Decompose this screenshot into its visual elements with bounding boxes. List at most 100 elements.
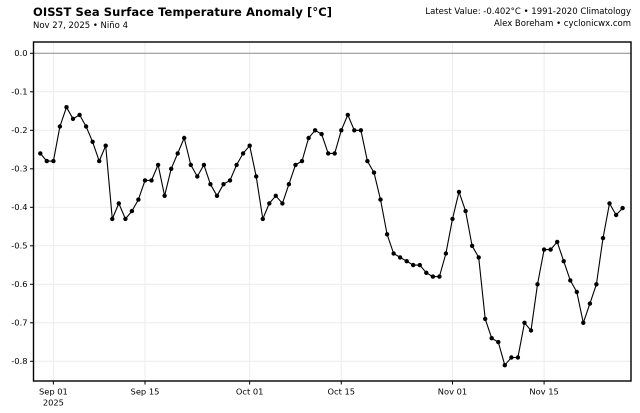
latest-value-annotation: Latest Value: -0.402°C • 1991-2020 Clima… — [425, 7, 631, 17]
data-point — [149, 178, 154, 183]
y-tick-label: 0.0 — [14, 48, 27, 58]
data-point — [443, 251, 449, 256]
anomaly-line — [39, 106, 624, 366]
data-point — [123, 216, 128, 222]
data-point — [574, 289, 579, 295]
x-tick-label: Oct 01 — [236, 387, 264, 397]
data-point — [397, 255, 403, 260]
data-point — [240, 151, 246, 156]
data-point — [332, 151, 337, 156]
data-point — [509, 355, 514, 360]
data-point — [411, 262, 416, 268]
data-point — [476, 255, 481, 260]
x-tick-label: Nov 01 — [438, 387, 467, 397]
data-point — [90, 139, 95, 144]
data-point — [175, 151, 180, 156]
gridlines — [33, 42, 631, 381]
data-point — [273, 193, 278, 198]
data-point — [528, 328, 534, 333]
data-point — [142, 178, 148, 183]
data-point — [515, 355, 521, 360]
data-point — [365, 158, 370, 164]
data-point — [227, 178, 233, 183]
data-point — [620, 205, 625, 211]
data-point — [267, 201, 272, 206]
data-point — [424, 270, 429, 275]
data-point — [44, 158, 49, 164]
chart-title: OISST Sea Surface Temperature Anomaly [°… — [33, 5, 333, 19]
data-point — [169, 166, 174, 171]
data-point — [391, 251, 396, 256]
data-point — [548, 247, 553, 252]
data-point — [221, 182, 226, 187]
data-point — [260, 216, 265, 222]
y-tick-label: -0.7 — [11, 318, 27, 328]
data-point — [502, 363, 507, 368]
data-point — [384, 232, 390, 237]
data-point — [188, 162, 193, 168]
data-point — [234, 162, 239, 168]
y-tick-label: -0.8 — [11, 356, 27, 366]
data-point — [116, 201, 122, 206]
data-point — [613, 212, 619, 218]
data-series — [38, 105, 625, 368]
data-point — [555, 239, 560, 245]
data-point — [247, 143, 252, 148]
data-point — [535, 282, 540, 287]
data-point — [358, 128, 364, 133]
data-point — [326, 151, 331, 156]
data-point — [312, 128, 318, 133]
data-point — [306, 135, 311, 141]
data-point — [254, 174, 259, 179]
y-tick-label: -0.2 — [11, 125, 27, 135]
data-point — [51, 158, 56, 164]
data-point — [607, 201, 612, 206]
data-point — [83, 124, 89, 129]
data-point — [352, 128, 357, 133]
data-point — [587, 301, 593, 306]
axes — [30, 41, 632, 385]
data-point — [483, 316, 488, 322]
chart-subtitle: Nov 27, 2025 • Niño 4 — [33, 21, 128, 31]
data-point — [280, 201, 285, 206]
data-point — [136, 197, 141, 202]
data-point — [437, 274, 442, 279]
data-point — [208, 182, 213, 187]
y-tick-label: -0.6 — [11, 279, 27, 289]
data-point — [522, 320, 527, 325]
data-point — [371, 170, 377, 175]
data-point — [568, 278, 573, 283]
data-point — [162, 193, 167, 198]
plot-border — [32, 41, 632, 382]
data-point — [57, 124, 63, 129]
data-point — [561, 259, 566, 264]
data-point — [97, 158, 102, 164]
data-point — [201, 162, 207, 168]
data-point — [70, 116, 76, 122]
data-point — [155, 162, 161, 168]
data-point — [600, 235, 606, 241]
data-point — [541, 247, 547, 252]
data-point — [214, 193, 220, 198]
data-point — [286, 182, 292, 187]
data-point — [299, 158, 305, 164]
data-point — [581, 320, 586, 325]
y-tick-label: -0.5 — [11, 241, 27, 251]
credit-annotation: Alex Boreham • cyclonicwx.com — [493, 18, 631, 29]
data-point — [319, 131, 324, 137]
data-point — [339, 128, 344, 133]
data-point — [110, 216, 115, 222]
y-tick-label: -0.4 — [11, 202, 27, 212]
x-tick-label: Sep 01 — [39, 387, 68, 397]
data-point — [404, 259, 409, 264]
data-point — [195, 174, 200, 179]
data-point — [293, 162, 298, 168]
data-point — [417, 262, 422, 268]
data-point — [345, 112, 350, 118]
data-point — [496, 339, 501, 345]
data-point — [450, 216, 455, 222]
y-tick-label: -0.1 — [11, 87, 27, 97]
data-point — [463, 208, 468, 214]
data-point — [64, 105, 69, 110]
